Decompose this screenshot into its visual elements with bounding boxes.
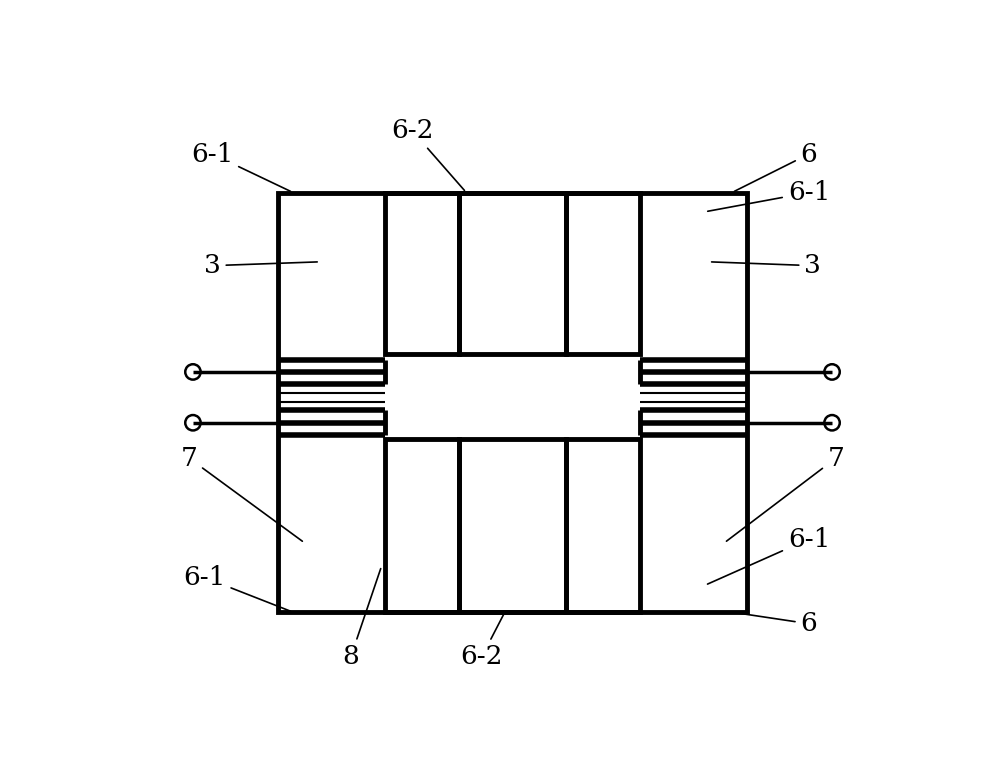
Bar — [385, 193, 459, 354]
Text: 6-1: 6-1 — [708, 180, 830, 211]
Text: 6-1: 6-1 — [708, 526, 830, 584]
Text: 6-2: 6-2 — [391, 118, 464, 190]
Bar — [459, 439, 566, 612]
Text: 7: 7 — [181, 446, 302, 541]
Text: 7: 7 — [726, 446, 844, 541]
Text: 3: 3 — [204, 253, 317, 278]
Text: 6: 6 — [735, 612, 817, 637]
Bar — [566, 193, 640, 354]
Text: 6-2: 6-2 — [460, 615, 504, 669]
Text: 6-1: 6-1 — [183, 565, 290, 612]
Text: 3: 3 — [712, 253, 821, 278]
Bar — [459, 193, 566, 354]
Bar — [566, 439, 640, 612]
Text: 6-1: 6-1 — [191, 142, 291, 191]
Text: 8: 8 — [342, 568, 381, 669]
Text: 6: 6 — [734, 142, 817, 191]
Bar — [278, 193, 747, 612]
Bar — [385, 439, 459, 612]
